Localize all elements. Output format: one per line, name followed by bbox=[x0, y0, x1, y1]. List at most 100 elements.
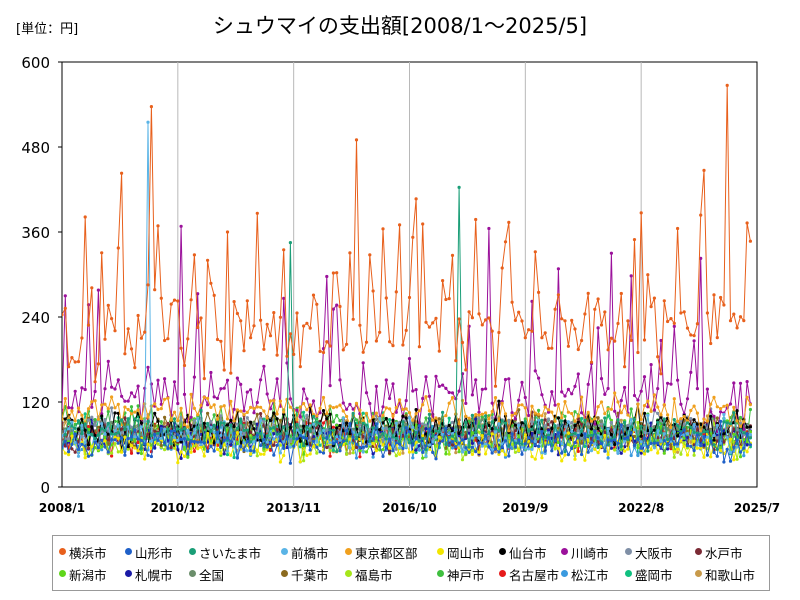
data-point bbox=[67, 453, 71, 457]
data-point bbox=[596, 416, 600, 420]
data-point bbox=[401, 407, 405, 411]
data-point bbox=[709, 439, 713, 443]
data-point bbox=[384, 406, 388, 410]
data-point bbox=[546, 346, 551, 350]
data-point bbox=[318, 431, 322, 435]
data-point bbox=[464, 446, 468, 450]
data-point bbox=[70, 431, 74, 436]
data-point bbox=[338, 419, 342, 423]
data-point bbox=[189, 439, 193, 444]
data-point bbox=[728, 402, 733, 406]
data-point bbox=[305, 408, 309, 412]
data-point bbox=[652, 296, 657, 300]
data-point bbox=[67, 437, 71, 441]
data-point bbox=[212, 423, 216, 427]
data-point bbox=[116, 411, 120, 415]
data-point bbox=[487, 432, 491, 436]
data-point bbox=[255, 448, 259, 452]
data-point bbox=[381, 448, 385, 452]
data-point bbox=[414, 388, 418, 392]
data-point bbox=[398, 424, 402, 428]
data-point bbox=[166, 337, 170, 341]
data-point bbox=[649, 363, 653, 367]
data-point bbox=[345, 439, 349, 443]
data-point bbox=[245, 449, 249, 453]
data-point bbox=[136, 408, 140, 412]
data-point bbox=[265, 445, 269, 449]
data-point bbox=[603, 449, 607, 453]
data-point bbox=[219, 433, 223, 437]
data-point bbox=[583, 432, 587, 436]
data-point bbox=[364, 411, 369, 415]
data-point bbox=[573, 424, 577, 428]
data-point bbox=[249, 452, 253, 456]
data-point bbox=[470, 441, 474, 445]
series-さいたま市 bbox=[62, 185, 753, 454]
data-point bbox=[457, 317, 461, 321]
data-point bbox=[563, 400, 567, 404]
data-point bbox=[348, 451, 352, 455]
data-point bbox=[407, 411, 412, 415]
legend-item: 盛岡市 bbox=[625, 565, 673, 584]
data-point bbox=[662, 439, 666, 443]
data-point bbox=[259, 438, 263, 442]
data-point bbox=[553, 447, 557, 451]
data-point bbox=[259, 418, 263, 423]
data-point bbox=[533, 457, 537, 461]
data-point bbox=[110, 451, 114, 455]
data-point bbox=[513, 429, 518, 433]
data-point bbox=[722, 420, 726, 424]
data-point bbox=[636, 420, 640, 425]
data-point bbox=[106, 359, 110, 363]
data-point bbox=[348, 251, 352, 255]
legend-marker bbox=[499, 548, 506, 555]
legend-marker bbox=[281, 548, 288, 555]
data-point bbox=[735, 326, 739, 330]
data-point bbox=[447, 423, 451, 427]
data-point bbox=[619, 411, 623, 415]
data-point bbox=[404, 444, 408, 449]
data-point bbox=[315, 440, 319, 444]
data-point bbox=[67, 418, 71, 422]
data-point bbox=[252, 440, 256, 444]
data-point bbox=[133, 417, 137, 421]
data-point bbox=[156, 224, 160, 228]
data-point bbox=[172, 298, 177, 302]
data-point bbox=[159, 443, 163, 447]
data-point bbox=[110, 420, 114, 424]
data-point bbox=[252, 406, 256, 411]
data-point bbox=[566, 387, 571, 391]
data-point bbox=[520, 403, 524, 407]
data-point bbox=[586, 291, 590, 295]
data-point bbox=[646, 399, 650, 403]
data-point bbox=[745, 425, 749, 429]
data-point bbox=[358, 423, 362, 427]
data-point bbox=[120, 394, 124, 398]
data-point bbox=[702, 435, 706, 439]
series-山形市 bbox=[62, 419, 753, 465]
data-point bbox=[275, 377, 279, 381]
data-point bbox=[335, 426, 339, 430]
data-point bbox=[407, 295, 412, 300]
data-point bbox=[417, 345, 421, 349]
data-point bbox=[596, 326, 600, 330]
data-point bbox=[543, 331, 547, 335]
data-point bbox=[447, 390, 451, 395]
data-point bbox=[229, 439, 233, 443]
data-point bbox=[381, 443, 385, 447]
data-point bbox=[368, 439, 372, 443]
data-point bbox=[113, 442, 117, 446]
data-point bbox=[242, 349, 246, 353]
data-point bbox=[62, 445, 64, 449]
data-point bbox=[636, 402, 640, 406]
data-point bbox=[229, 423, 233, 427]
data-point bbox=[262, 420, 266, 424]
data-point bbox=[484, 387, 488, 391]
data-point bbox=[593, 307, 597, 311]
data-point bbox=[328, 449, 332, 453]
data-point bbox=[245, 428, 249, 432]
data-point bbox=[603, 433, 607, 438]
data-point bbox=[490, 416, 494, 420]
data-point bbox=[189, 298, 193, 302]
data-point bbox=[672, 436, 676, 441]
